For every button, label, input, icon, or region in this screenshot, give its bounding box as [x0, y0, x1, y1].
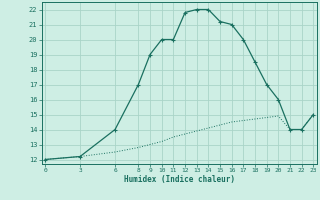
- X-axis label: Humidex (Indice chaleur): Humidex (Indice chaleur): [124, 175, 235, 184]
